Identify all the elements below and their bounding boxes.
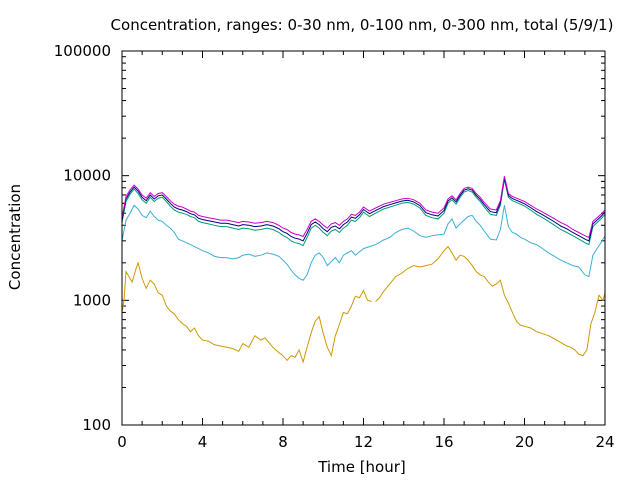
- series-line-2: [121, 204, 606, 281]
- series-lines: [121, 176, 606, 364]
- x-tick-label: 8: [278, 433, 288, 451]
- chart-title: Concentration, ranges: 0-30 nm, 0-100 nm…: [111, 16, 614, 34]
- series-line-5: [121, 176, 606, 239]
- x-tick-label: 4: [198, 433, 208, 451]
- series-line-1: [121, 245, 606, 364]
- x-tick-label: 16: [434, 433, 453, 451]
- y-tick-label: 10000: [63, 167, 111, 185]
- x-axis-label: Time [hour]: [317, 458, 406, 476]
- series-line-3: [121, 179, 606, 247]
- y-tick-label: 1000: [73, 291, 111, 309]
- x-tick-label: 12: [354, 433, 373, 451]
- plot-frame: [121, 50, 606, 426]
- axis-ticks: 0 4 8 12 16 20 24 100 1000 10000 100000: [54, 42, 615, 451]
- y-tick-label: 100: [82, 416, 111, 434]
- series-line-4: [121, 177, 606, 242]
- y-tick-label: 100000: [54, 42, 111, 60]
- x-tick-label: 24: [595, 433, 614, 451]
- y-axis-label: Concentration: [6, 184, 24, 290]
- x-tick-label: 20: [515, 433, 534, 451]
- x-tick-label: 0: [117, 433, 127, 451]
